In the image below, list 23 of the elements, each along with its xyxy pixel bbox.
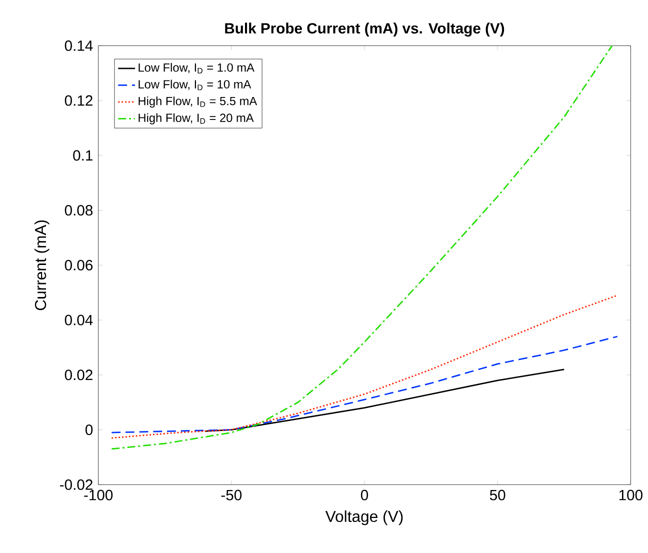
x-tick-label: 100	[619, 490, 642, 500]
x-tick-label: -50	[221, 490, 242, 500]
x-tick-label: 0	[360, 490, 368, 500]
chart-title: Bulk Probe Current (mA) vs. Voltage (V)	[225, 22, 504, 36]
y-tick-label: 0	[86, 424, 93, 435]
line-series	[110, 336, 618, 434]
y-tick-label: 0.14	[64, 40, 93, 51]
y-tick-label: 0.12	[64, 95, 92, 106]
y-tick-label: 0.02	[64, 370, 92, 380]
y-tick-label: 0.06	[64, 260, 93, 270]
y-tick-label: 0.04	[64, 314, 93, 326]
y-tick-label: 0.1	[73, 150, 92, 161]
line-series	[110, 46, 613, 450]
y-tick-label: 0.08	[64, 204, 93, 216]
legend-label: High Flow, I$_{D}$ = 5.5 mA	[138, 96, 258, 108]
y-axis-title: Current (mA)	[34, 220, 50, 310]
x-tick-label: 50	[490, 490, 506, 500]
legend-label: High Flow, I$_{D}$ = 20 mA	[138, 113, 254, 124]
legend-label: Low Flow, I$_{D}$ = 1.0 mA	[138, 62, 254, 74]
x-axis-title: Voltage (V)	[325, 510, 403, 526]
legend-label: Low Flow, I$_{D}$ = 10 mA	[138, 80, 252, 90]
y-tick-label: -0.02	[60, 479, 92, 490]
x-tick-label: -100	[84, 490, 113, 500]
